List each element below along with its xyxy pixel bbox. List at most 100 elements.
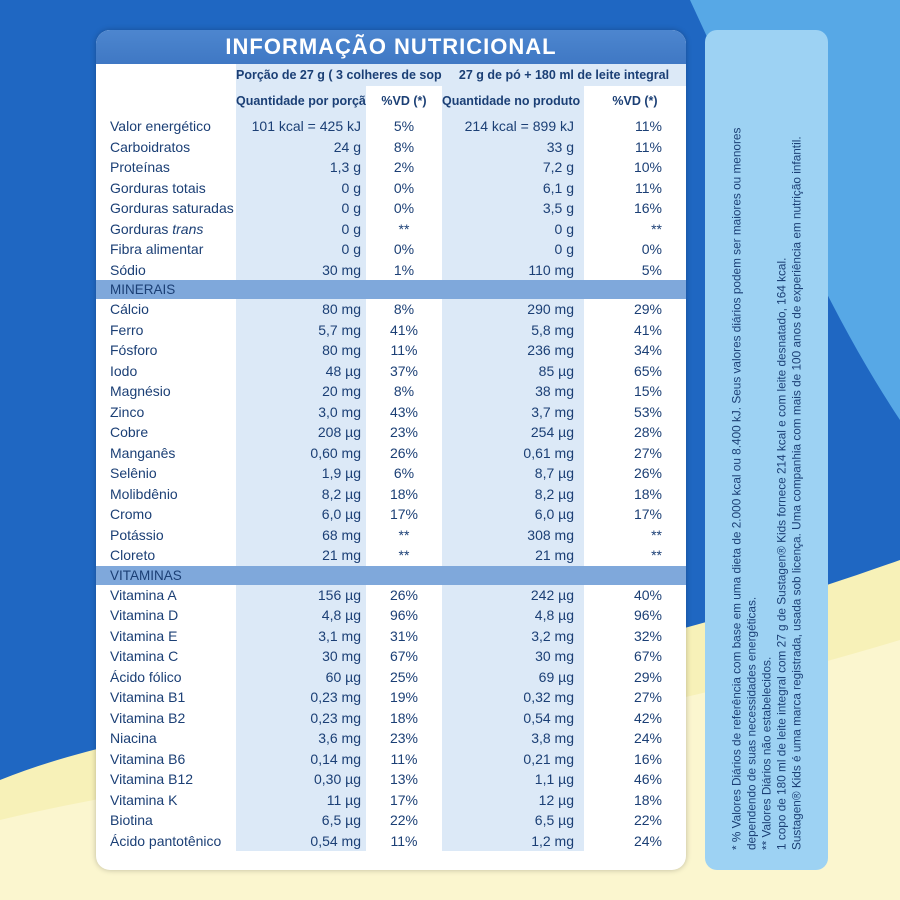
cell-v1: 0,60 mg (236, 442, 366, 463)
cell-p2: 40% (584, 584, 686, 605)
cell-p1: ** (366, 545, 442, 566)
cell-v1: 0,23 mg (236, 687, 366, 708)
cell-p1: 6% (366, 463, 442, 484)
cell-p1: 25% (366, 666, 442, 687)
header-vd2: %VD (*) (584, 86, 686, 116)
cell-p1: 1% (366, 259, 442, 280)
cell-p2: 27% (584, 442, 686, 463)
cell-v2: 242 µg (442, 584, 584, 605)
table-row: Magnésio 20 mg 8% 38 mg 15% (96, 381, 686, 402)
cell-v1: 3,1 mg (236, 625, 366, 646)
cell-v2: 3,5 g (442, 198, 584, 219)
table-row: Gorduras totais 0 g 0% 6,1 g 11% (96, 177, 686, 198)
header-portion: Porção de 27 g ( 3 colheres de sopa) (236, 64, 442, 86)
cell-p1: 41% (366, 319, 442, 340)
cell-name: Ácido fólico (96, 666, 236, 687)
table-row: Cromo 6,0 µg 17% 6,0 µg 17% (96, 504, 686, 525)
table-row: Vitamina C 30 mg 67% 30 mg 67% (96, 646, 686, 667)
cell-p2: 16% (584, 198, 686, 219)
cell-p2: ** (584, 218, 686, 239)
cell-p2: 34% (584, 340, 686, 361)
table-row: Manganês 0,60 mg 26% 0,61 mg 27% (96, 442, 686, 463)
cell-p1: 17% (366, 789, 442, 810)
table-row: Vitamina K 11 µg 17% 12 µg 18% (96, 789, 686, 810)
table-row: Vitamina A 156 µg 26% 242 µg 40% (96, 584, 686, 605)
cell-v2: 30 mg (442, 646, 584, 667)
cell-p1: ** (366, 524, 442, 545)
cell-p1: 23% (366, 728, 442, 749)
cell-v1: 3,0 mg (236, 401, 366, 422)
cell-v1: 11 µg (236, 789, 366, 810)
cell-p2: 17% (584, 504, 686, 525)
cell-name: Manganês (96, 442, 236, 463)
cell-p1: 18% (366, 707, 442, 728)
cell-v2: 3,8 mg (442, 728, 584, 749)
table-row: Fibra alimentar 0 g 0% 0 g 0% (96, 239, 686, 260)
cell-p2: ** (584, 545, 686, 566)
table-row: Biotina 6,5 µg 22% 6,5 µg 22% (96, 810, 686, 831)
table-row: Cloreto 21 mg ** 21 mg ** (96, 545, 686, 566)
cell-v1: 3,6 mg (236, 728, 366, 749)
header-qty-prepared: Quantidade no produto preparado (442, 86, 584, 116)
cell-name: Vitamina C (96, 646, 236, 667)
cell-name: Potássio (96, 524, 236, 545)
cell-v2: 6,5 µg (442, 810, 584, 831)
cell-p1: 0% (366, 239, 442, 260)
table-row: Sódio 30 mg 1% 110 mg 5% (96, 259, 686, 280)
cell-p2: 10% (584, 157, 686, 178)
cell-name: Cromo (96, 504, 236, 525)
cell-p2: 15% (584, 381, 686, 402)
footnote-line: dependendo de suas necessidades energéti… (744, 596, 758, 850)
cell-name: Vitamina B1 (96, 687, 236, 708)
footnote-line: 1 copo de 180 ml de leite integral com 2… (774, 257, 788, 850)
cell-v2: 21 mg (442, 545, 584, 566)
cell-v2: 0,32 mg (442, 687, 584, 708)
cell-v1: 0,14 mg (236, 748, 366, 769)
cell-v2: 69 µg (442, 666, 584, 687)
table-row: Molibdênio 8,2 µg 18% 8,2 µg 18% (96, 483, 686, 504)
cell-p1: 18% (366, 483, 442, 504)
cell-v1: 20 mg (236, 381, 366, 402)
section-vitamins: VITAMINAS (96, 565, 686, 585)
table-row: Vitamina B1 0,23 mg 19% 0,32 mg 27% (96, 687, 686, 708)
table-row: Proteínas 1,3 g 2% 7,2 g 10% (96, 157, 686, 178)
table-row: Gorduras trans 0 g ** 0 g ** (96, 218, 686, 239)
cell-p1: 11% (366, 830, 442, 851)
cell-name: Magnésio (96, 381, 236, 402)
cell-name: Cloreto (96, 545, 236, 566)
header-qty-portion: Quantidade por porção (236, 86, 366, 116)
cell-v2: 7,2 g (442, 157, 584, 178)
table-row: Carboidratos 24 g 8% 33 g 11% (96, 136, 686, 157)
cell-p1: 0% (366, 177, 442, 198)
cell-v1: 68 mg (236, 524, 366, 545)
cell-v2: 85 µg (442, 360, 584, 381)
cell-v2: 290 mg (442, 299, 584, 320)
cell-v2: 254 µg (442, 422, 584, 443)
cell-p1: 26% (366, 442, 442, 463)
nutrition-table: Porção de 27 g ( 3 colheres de sopa) 27 … (96, 64, 686, 851)
cell-name: Vitamina B6 (96, 748, 236, 769)
table-row: Iodo 48 µg 37% 85 µg 65% (96, 360, 686, 381)
table-row: Fósforo 80 mg 11% 236 mg 34% (96, 340, 686, 361)
cell-p1: 31% (366, 625, 442, 646)
cell-name: Cálcio (96, 299, 236, 320)
cell-name: Niacina (96, 728, 236, 749)
cell-v2: 1,1 µg (442, 769, 584, 790)
footnote-line: * % Valores Diários de referência com ba… (729, 127, 743, 850)
cell-p2: 32% (584, 625, 686, 646)
cell-name: Carboidratos (96, 136, 236, 157)
cell-p1: 23% (366, 422, 442, 443)
cell-p2: 26% (584, 463, 686, 484)
cell-p2: 67% (584, 646, 686, 667)
cell-name: Ferro (96, 319, 236, 340)
cell-name: Sódio (96, 259, 236, 280)
table-row: Vitamina B6 0,14 mg 11% 0,21 mg 16% (96, 748, 686, 769)
cell-v2: 8,2 µg (442, 483, 584, 504)
cell-v1: 208 µg (236, 422, 366, 443)
cell-v1: 0,54 mg (236, 830, 366, 851)
cell-v1: 4,8 µg (236, 605, 366, 626)
cell-name: Cobre (96, 422, 236, 443)
cell-v2: 236 mg (442, 340, 584, 361)
cell-v1: 1,9 µg (236, 463, 366, 484)
table-row: Selênio 1,9 µg 6% 8,7 µg 26% (96, 463, 686, 484)
